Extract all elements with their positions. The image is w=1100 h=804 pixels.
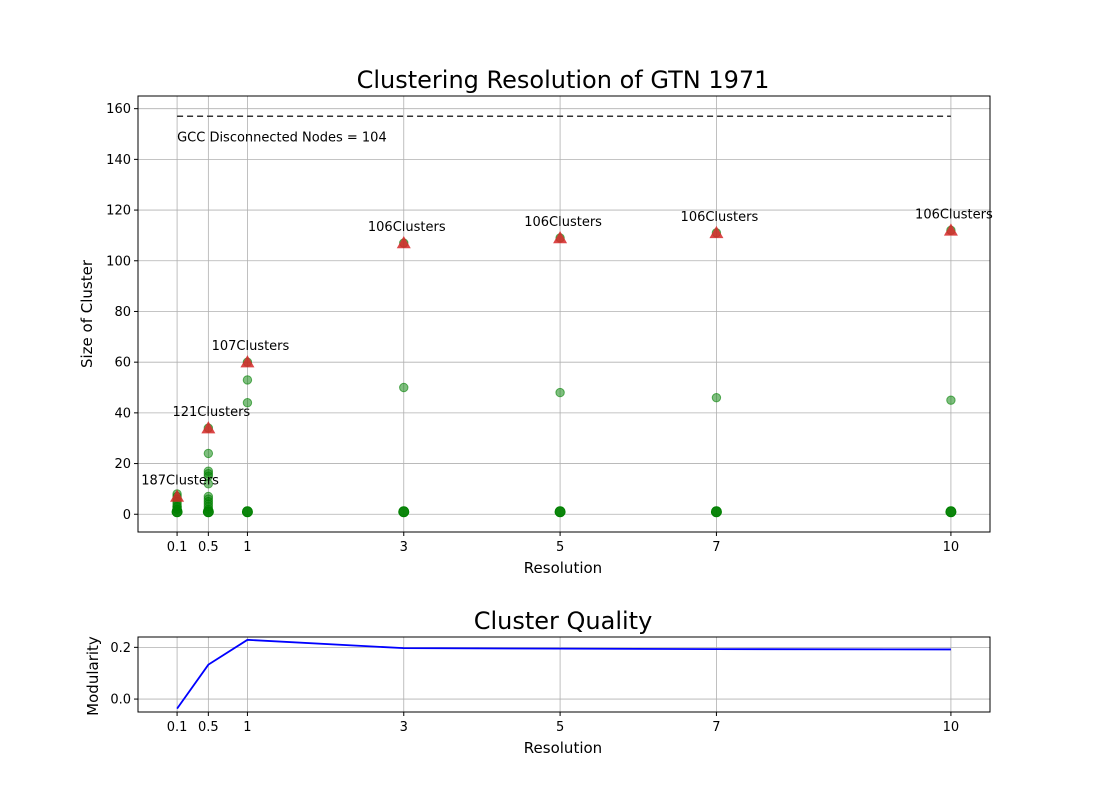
cluster-size-point [202,506,214,518]
cluster-size-grid [138,96,990,532]
cluster-size-point [241,506,253,518]
cluster-count-label: 106Clusters [368,220,446,235]
y-tick-label: 20 [114,457,131,472]
cluster-size-point [554,506,566,518]
cluster-size-x-axis: 0.1 0.5 1 3 5 7 10 [167,532,959,555]
x-tick-label: 1 [243,540,251,555]
y-tick-label: 160 [106,102,131,117]
largest-cluster-marker [170,489,185,502]
cluster-quality-y-axis: 0.0 0.2 [110,641,138,708]
y-tick-label: 40 [114,406,131,421]
cluster-quality-chart: Cluster Quality 0.1 0.5 1 3 5 7 10 0.0 0.2 Reso… [84,607,991,757]
largest-cluster-marker [396,236,411,249]
largest-cluster-markers [170,223,958,502]
cluster-size-point [203,448,214,459]
cluster-count-label: 121Clusters [172,405,250,420]
gcc-reference: GCC Disconnected Nodes = 104 [177,115,951,145]
y-tick-label: 100 [106,254,131,269]
cluster-size-point [945,506,957,518]
cluster-quality-x-label: Resolution [524,739,602,757]
x-tick-label: 10 [943,540,960,555]
cluster-size-chart: Clustering Resolution of GTN 1971 GCC Di… [78,66,993,577]
cluster-count-label: 187Clusters [141,474,219,489]
y-tick-label: 80 [114,305,131,320]
cluster-count-label: 106Clusters [915,207,993,222]
cluster-size-point [171,506,183,518]
cluster-size-point [711,392,722,403]
cluster-size-x-label: Resolution [524,559,602,577]
x-tick-label: 1 [243,720,251,735]
y-tick-label: 0 [123,508,131,523]
cluster-count-label: 106Clusters [524,215,602,230]
cluster-size-chart-title: Clustering Resolution of GTN 1971 [357,66,770,94]
x-tick-label: 7 [712,720,720,735]
y-tick-label: 0.0 [110,693,131,708]
cluster-count-label: 107Clusters [212,339,290,354]
cluster-size-point [398,506,410,518]
x-tick-label: 10 [943,720,960,735]
x-tick-label: 7 [712,540,720,555]
cluster-size-y-axis: 0 20 40 60 80 100 120 140 160 [106,102,138,523]
x-tick-label: 5 [556,540,564,555]
x-tick-label: 0.1 [167,540,188,555]
x-tick-label: 0.5 [198,540,219,555]
largest-cluster-marker [240,355,255,368]
cluster-quality-x-axis: 0.1 0.5 1 3 5 7 10 [167,712,959,735]
cluster-quality-y-label: Modularity [84,636,102,716]
cluster-size-y-label: Size of Cluster [78,259,96,368]
cluster-size-plot-frame [137,95,991,533]
x-tick-label: 5 [556,720,564,735]
x-tick-label: 3 [400,720,408,735]
x-tick-label: 0.5 [198,720,219,735]
y-tick-label: 140 [106,153,131,168]
cluster-size-point [203,479,214,489]
y-tick-label: 60 [114,356,131,371]
cluster-size-point [242,375,253,385]
y-tick-label: 0.2 [110,641,131,656]
largest-cluster-marker [201,421,216,434]
largest-cluster-marker [709,225,724,239]
cluster-size-point [242,398,253,408]
cluster-quality-plot-frame [137,636,991,713]
cluster-quality-chart-title: Cluster Quality [474,607,653,635]
cluster-size-point [555,387,565,398]
cluster-size-point [946,395,956,405]
gcc-annotation: GCC Disconnected Nodes = 104 [177,130,387,145]
x-tick-label: 3 [400,540,408,555]
x-tick-label: 0.1 [167,720,188,735]
largest-cluster-marker [943,223,958,236]
cluster-count-labels: 187Clusters 121Clusters 107Clusters 106Clus… [141,207,993,488]
y-tick-label: 120 [106,204,131,219]
cluster-size-point [710,506,722,518]
modularity-line [176,638,951,710]
cluster-count-label: 106Clusters [681,210,759,225]
largest-cluster-marker [553,230,568,244]
cluster-size-point [399,382,409,393]
